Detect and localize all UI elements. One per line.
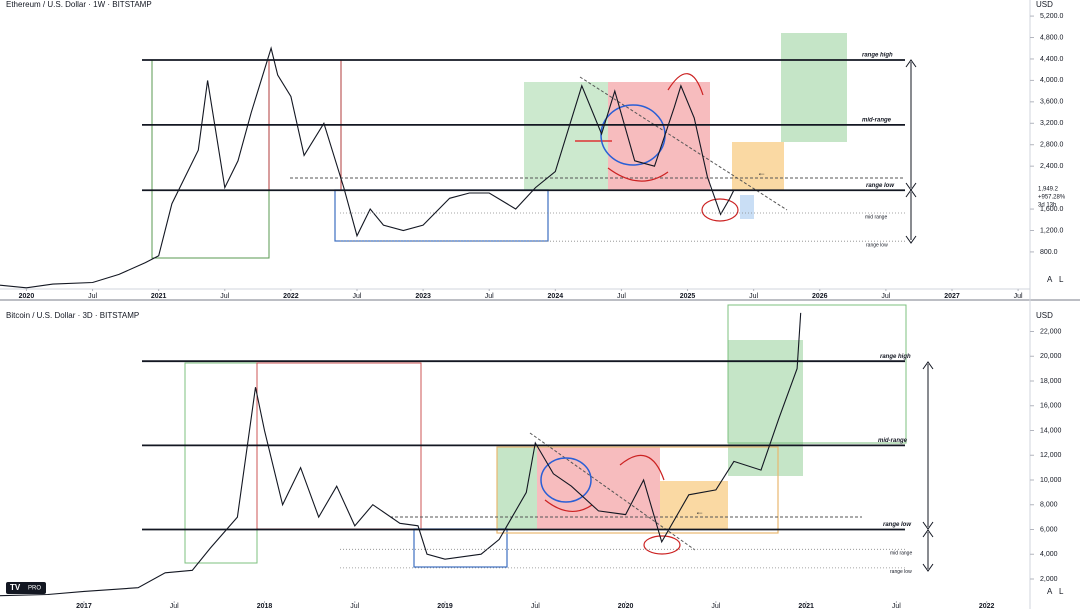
eth-drawings: ← xyxy=(151,33,917,259)
x-tick-label: 2018 xyxy=(257,603,273,609)
level-label: mid range xyxy=(890,551,912,557)
x-tick-label: 2022 xyxy=(283,293,299,300)
y-tick-label: 12,000 xyxy=(1040,452,1062,459)
y-tick-label: 5,200.0 xyxy=(1040,13,1063,20)
svg-text:←: ← xyxy=(757,167,766,177)
level-label: mid-range xyxy=(878,438,908,444)
x-tick-label: Jul xyxy=(220,293,229,300)
x-tick-label: 2019 xyxy=(437,603,453,609)
x-tick-label: 2022 xyxy=(979,603,995,609)
x-tick-label: Jul xyxy=(711,603,720,609)
chart-title: Ethereum / U.S. Dollar · 1W · BITSTAMP xyxy=(6,0,152,9)
x-tick-label: Jul xyxy=(881,293,890,300)
y-tick-label: 2,000 xyxy=(1040,576,1058,583)
level-label: mid range xyxy=(865,214,887,220)
price-tag: 3d 13h xyxy=(1038,203,1056,209)
y-tick-label: 800.0 xyxy=(1040,249,1058,256)
y-tick-label: 1,600.0 xyxy=(1040,206,1063,213)
y-tick-label: 2,800.0 xyxy=(1040,142,1063,149)
scale-button: A xyxy=(1047,275,1053,284)
logo: PRO xyxy=(28,586,41,592)
y-tick-label: 4,400.0 xyxy=(1040,56,1063,63)
level-label: range low xyxy=(883,522,911,528)
price-tag: 1,949.2 xyxy=(1038,187,1059,193)
price-tag: +957.28% xyxy=(1038,195,1066,201)
level-label: range high xyxy=(862,53,893,59)
level-label: range low xyxy=(866,243,888,249)
x-tick-label: Jul xyxy=(1014,293,1023,300)
x-tick-label: Jul xyxy=(892,603,901,609)
y-axis-unit: USD xyxy=(1036,0,1053,9)
x-tick-label: 2026 xyxy=(812,293,828,300)
y-tick-label: 14,000 xyxy=(1040,427,1062,434)
svg-text:←: ← xyxy=(695,506,704,516)
level-label: mid-range xyxy=(862,117,892,123)
x-tick-label: Jul xyxy=(749,293,758,300)
scale-button: L xyxy=(1059,587,1064,596)
y-tick-label: 3,200.0 xyxy=(1040,120,1063,127)
y-tick-label: 22,000 xyxy=(1040,328,1062,335)
logo-mark: TV xyxy=(10,583,21,592)
x-tick-label: 2023 xyxy=(415,293,431,300)
y-tick-label: 4,000.0 xyxy=(1040,77,1063,84)
scale-button: L xyxy=(1059,275,1064,284)
y-tick-label: 16,000 xyxy=(1040,403,1062,410)
x-tick-label: 2027 xyxy=(944,293,960,300)
price-line xyxy=(0,46,735,289)
scale-button: A xyxy=(1047,587,1053,596)
chart-title: Bitcoin / U.S. Dollar · 3D · BITSTAMP xyxy=(6,311,139,320)
x-tick-label: 2025 xyxy=(680,293,696,300)
level-label: range low xyxy=(890,569,912,575)
x-tick-label: 2021 xyxy=(151,293,167,300)
y-tick-label: 8,000 xyxy=(1040,502,1058,509)
y-tick-label: 3,600.0 xyxy=(1040,99,1063,106)
y-tick-label: 4,800.0 xyxy=(1040,34,1063,41)
x-tick-label: Jul xyxy=(531,603,540,609)
y-axis-unit: USD xyxy=(1036,311,1053,320)
y-tick-label: 20,000 xyxy=(1040,353,1062,360)
level-label: range low xyxy=(866,183,894,189)
x-tick-label: 2020 xyxy=(618,603,634,609)
x-tick-label: Jul xyxy=(170,603,179,609)
x-tick-label: Jul xyxy=(88,293,97,300)
y-tick-label: 4,000 xyxy=(1040,551,1058,558)
btc-drawings: ← xyxy=(184,304,934,572)
x-tick-label: Jul xyxy=(485,293,494,300)
logo-box xyxy=(6,582,46,594)
y-tick-label: 18,000 xyxy=(1040,378,1062,385)
y-tick-label: 1,200.0 xyxy=(1040,227,1063,234)
x-tick-label: 2020 xyxy=(19,293,35,300)
level-label: range high xyxy=(880,354,911,360)
x-tick-label: Jul xyxy=(353,293,362,300)
price-line xyxy=(0,312,802,597)
x-tick-label: Jul xyxy=(350,603,359,609)
y-tick-label: 6,000 xyxy=(1040,526,1058,533)
x-tick-label: 2024 xyxy=(548,293,564,300)
x-tick-label: Jul xyxy=(617,293,626,300)
x-tick-label: 2017 xyxy=(76,603,92,609)
y-tick-label: 2,400.0 xyxy=(1040,163,1063,170)
x-tick-label: 2021 xyxy=(798,603,814,609)
y-tick-label: 10,000 xyxy=(1040,477,1062,484)
